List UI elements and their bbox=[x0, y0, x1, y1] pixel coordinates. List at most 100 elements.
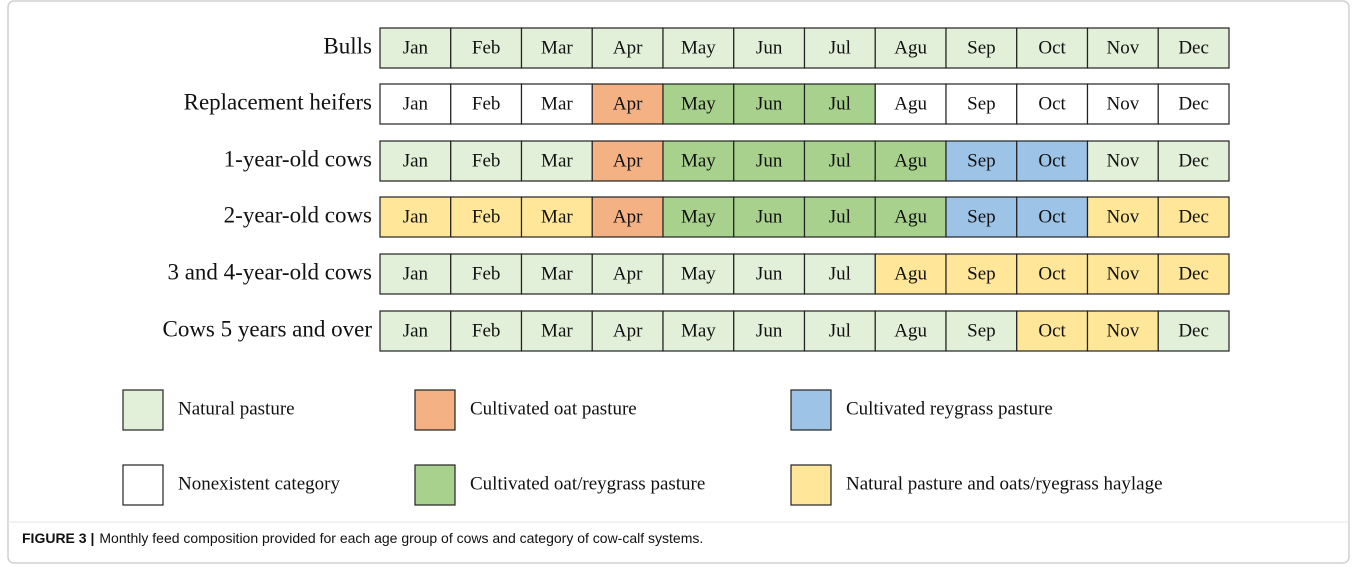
month-cell bbox=[1016, 140, 1089, 182]
month-label: Agu bbox=[894, 320, 927, 341]
month-label: Jun bbox=[756, 320, 783, 341]
month-cell bbox=[1157, 310, 1230, 352]
legend-label: Nonexistent category bbox=[178, 473, 340, 494]
legend-label: Cultivated reygrass pasture bbox=[846, 398, 1053, 419]
month-cell bbox=[450, 83, 523, 125]
month-label: Feb bbox=[472, 150, 501, 171]
month-cell bbox=[803, 196, 876, 238]
month-cell bbox=[520, 27, 593, 69]
month-cell bbox=[520, 310, 593, 352]
month-cell bbox=[1086, 253, 1159, 295]
month-cell bbox=[945, 253, 1018, 295]
row-label: Cows 5 years and over bbox=[162, 316, 372, 341]
month-cell bbox=[733, 253, 806, 295]
month-label: Apr bbox=[613, 263, 643, 284]
month-label: Jan bbox=[403, 150, 429, 171]
month-cell bbox=[945, 196, 1018, 238]
month-label: Nov bbox=[1107, 320, 1140, 341]
month-cell bbox=[874, 140, 947, 182]
month-label: Sep bbox=[967, 93, 996, 114]
month-cell bbox=[733, 196, 806, 238]
month-cell bbox=[520, 253, 593, 295]
month-cell bbox=[591, 27, 664, 69]
month-cell bbox=[379, 310, 452, 352]
month-label: Jul bbox=[829, 263, 851, 284]
month-label: May bbox=[681, 150, 716, 171]
month-label: Nov bbox=[1107, 263, 1140, 284]
month-label: May bbox=[681, 320, 716, 341]
month-label: Oct bbox=[1038, 206, 1066, 227]
month-cell bbox=[379, 83, 452, 125]
month-cell bbox=[379, 196, 452, 238]
month-cell bbox=[1157, 140, 1230, 182]
month-cell bbox=[1016, 310, 1089, 352]
caption-text: Monthly feed composition provided for ea… bbox=[99, 530, 703, 546]
month-label: Feb bbox=[472, 93, 501, 114]
month-label: Dec bbox=[1178, 206, 1209, 227]
month-cell bbox=[1016, 27, 1089, 69]
month-label: Jul bbox=[829, 206, 851, 227]
month-cell bbox=[1016, 83, 1089, 125]
month-label: May bbox=[681, 206, 716, 227]
month-label: Apr bbox=[613, 150, 643, 171]
month-cell bbox=[591, 140, 664, 182]
month-cell bbox=[1086, 310, 1159, 352]
legend-swatch bbox=[790, 389, 832, 431]
month-label: Sep bbox=[967, 320, 996, 341]
month-label: Dec bbox=[1178, 37, 1209, 58]
month-label: Nov bbox=[1107, 206, 1140, 227]
month-cell bbox=[450, 27, 523, 69]
month-cell bbox=[379, 27, 452, 69]
legend-swatch bbox=[414, 389, 456, 431]
month-cell bbox=[1016, 253, 1089, 295]
month-label: Dec bbox=[1178, 320, 1209, 341]
month-label: May bbox=[681, 37, 716, 58]
month-cell bbox=[803, 253, 876, 295]
month-cell bbox=[520, 140, 593, 182]
month-cell bbox=[1086, 140, 1159, 182]
month-label: Jun bbox=[756, 37, 783, 58]
month-cell bbox=[803, 310, 876, 352]
month-label: Apr bbox=[613, 206, 643, 227]
month-cell bbox=[450, 253, 523, 295]
month-cell bbox=[803, 83, 876, 125]
month-label: Nov bbox=[1107, 93, 1140, 114]
legend-swatch bbox=[122, 464, 164, 506]
month-cell bbox=[379, 140, 452, 182]
legend-swatch bbox=[414, 464, 456, 506]
month-cell bbox=[662, 140, 735, 182]
month-cell bbox=[874, 83, 947, 125]
month-label: Sep bbox=[967, 150, 996, 171]
month-label: Jul bbox=[829, 93, 851, 114]
month-label: Mar bbox=[541, 150, 573, 171]
month-label: Oct bbox=[1038, 320, 1066, 341]
month-cell bbox=[803, 140, 876, 182]
month-label: Sep bbox=[967, 37, 996, 58]
legend-label: Cultivated oat/reygrass pasture bbox=[470, 473, 705, 494]
month-label: Jun bbox=[756, 206, 783, 227]
month-label: Jan bbox=[403, 93, 429, 114]
month-label: Feb bbox=[472, 206, 501, 227]
month-cell bbox=[733, 140, 806, 182]
caption: FIGURE 3 | Monthly feed composition provi… bbox=[22, 530, 703, 546]
month-cell bbox=[1157, 196, 1230, 238]
month-label: Jan bbox=[403, 37, 429, 58]
legend-label: Cultivated oat pasture bbox=[470, 398, 637, 419]
month-label: Dec bbox=[1178, 150, 1209, 171]
month-label: Agu bbox=[894, 206, 927, 227]
month-label: Sep bbox=[967, 263, 996, 284]
month-label: Feb bbox=[472, 37, 501, 58]
month-label: Oct bbox=[1038, 263, 1066, 284]
row-label: 2-year-old cows bbox=[224, 202, 372, 227]
month-cell bbox=[662, 253, 735, 295]
month-label: Sep bbox=[967, 206, 996, 227]
legend-label: Natural pasture bbox=[178, 398, 295, 419]
month-cell bbox=[733, 83, 806, 125]
month-label: Jul bbox=[829, 320, 851, 341]
month-cell bbox=[450, 140, 523, 182]
month-label: Jan bbox=[403, 206, 429, 227]
month-label: Mar bbox=[541, 93, 573, 114]
month-label: Dec bbox=[1178, 263, 1209, 284]
month-label: Agu bbox=[894, 93, 927, 114]
